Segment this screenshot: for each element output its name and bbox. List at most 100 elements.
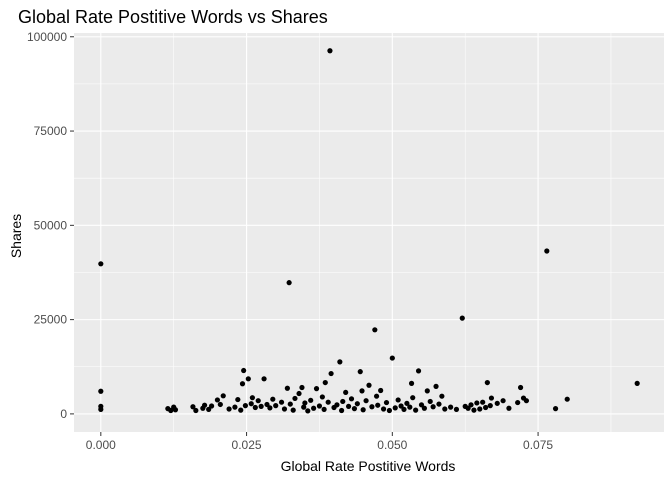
data-point [319,394,325,400]
data-point [359,388,365,394]
y-axis: 0 25000 50000 75000 100000 [27,30,74,421]
x-tick-label: 0.075 [523,438,553,452]
data-point [328,370,334,377]
data-point [380,406,387,412]
data-point [239,381,246,387]
y-tick-label: 50000 [34,218,68,232]
data-point [232,404,238,410]
data-point [242,403,249,409]
data-point [351,406,358,412]
data-point [327,48,333,54]
data-point [465,405,471,411]
data-point [395,397,401,403]
data-point [369,404,375,410]
data-point [98,261,104,267]
data-point [299,384,305,391]
data-point [415,368,422,374]
data-point [363,398,369,404]
x-axis-title: Global Rate Postitive Words [281,458,456,474]
data-point [172,407,179,413]
data-point [241,367,247,374]
data-point [98,388,104,394]
data-point [302,400,308,406]
data-point [488,395,495,401]
data-point [292,395,298,402]
data-point [190,404,196,410]
data-point [373,393,380,399]
chart-title: Global Rate Postitive Words vs Shares [18,7,328,27]
data-point [287,401,293,407]
data-point [471,407,477,413]
data-point [311,405,317,411]
data-point [372,327,378,333]
major-gridlines [74,33,664,432]
data-point [252,404,258,411]
data-point [418,402,425,408]
data-point [249,395,255,401]
data-point [226,406,232,412]
data-point [345,403,352,409]
data-point [98,406,104,412]
data-point [523,398,530,404]
data-point [270,396,276,402]
data-point [404,400,410,406]
data-point [448,404,454,410]
data-point [408,380,415,386]
data-point [235,396,241,403]
data-point [273,403,279,409]
data-point [248,401,254,407]
y-tick-label: 75000 [34,124,68,138]
data-point [305,408,311,414]
data-point [421,405,427,411]
data-point [308,397,314,403]
data-point [337,359,343,365]
data-point [564,396,570,402]
data-point [264,401,270,408]
data-point [378,387,384,394]
data-point [208,403,215,409]
data-point [413,407,419,413]
data-point [407,404,413,410]
data-point [424,388,430,394]
data-point [261,376,267,382]
data-point [201,402,208,408]
data-point [340,398,346,405]
data-point [477,406,483,412]
data-point [316,403,323,409]
data-point [517,384,524,391]
y-axis-title: Shares [8,214,24,258]
x-tick-label: 0.050 [377,438,407,452]
data-point [258,403,264,409]
data-point [494,400,500,406]
data-point [267,405,273,411]
data-point [375,402,381,408]
data-point [552,406,559,412]
data-point [430,404,436,410]
data-point [321,406,327,412]
y-tick-label: 100000 [27,30,67,44]
data-point [433,383,439,389]
data-point [366,382,372,388]
data-point [544,248,550,254]
data-point [343,389,349,396]
data-point [313,386,320,392]
data-point [214,397,221,403]
data-point [217,401,223,408]
data-point [278,399,285,405]
data-point [398,403,404,409]
plot-panel [74,33,664,432]
data-point [383,399,390,406]
data-point [500,398,506,404]
data-point [354,401,360,407]
data-point [255,398,261,404]
data-point [442,406,448,412]
data-point [301,404,307,410]
data-point [389,355,395,361]
minor-gridlines [74,33,664,432]
data-point [410,395,416,401]
data-point [348,396,355,402]
data-point [206,406,212,412]
data-point [193,407,199,414]
x-tick-label: 0.000 [86,438,116,452]
